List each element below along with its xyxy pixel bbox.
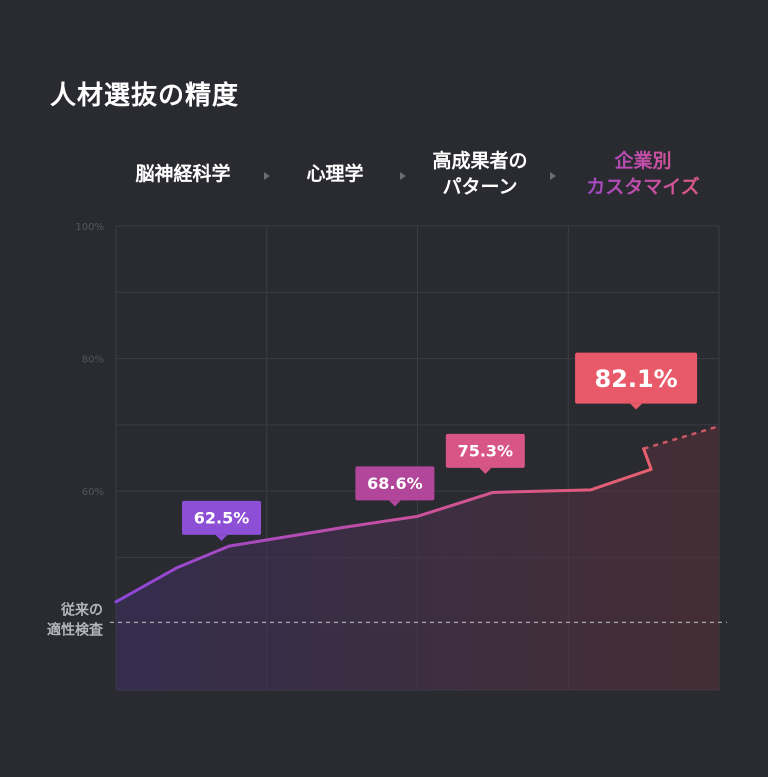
chevron-right-icon (264, 172, 270, 180)
chevron-right-icon (400, 172, 406, 180)
data-label: 75.3% (458, 442, 514, 461)
stage-label-line: 企業別 (553, 148, 733, 174)
data-label: 62.5% (194, 509, 250, 528)
reference-label: 従来の (60, 601, 103, 618)
callout-box (575, 352, 698, 404)
stage-label-line: カスタマイズ (553, 174, 733, 200)
chevron-right-icon (550, 172, 556, 180)
callout-75.3%: 75.3% (445, 433, 525, 474)
callout-box (355, 466, 435, 501)
callout-pointer (630, 403, 643, 410)
callout-box (445, 433, 525, 468)
stage-label-line: パターン (442, 176, 518, 198)
reference-label: 適性検査 (47, 621, 104, 638)
stage-2: 心理学 (245, 161, 425, 187)
data-label: 82.1% (594, 365, 677, 393)
stage-4: 企業別 カスタマイズ (553, 148, 733, 200)
callout-box (182, 500, 262, 535)
area-fill (116, 426, 719, 690)
stage-1: 脳神経科学 (93, 161, 273, 187)
stage-label-line: 心理学 (306, 163, 364, 185)
callout-82.1%: 82.1% (575, 352, 698, 410)
callout-68.6%: 68.6% (355, 466, 435, 507)
y-tick-label: 60% (82, 487, 104, 498)
series-line (114, 447, 653, 604)
data-label: 68.6% (367, 474, 423, 493)
y-tick-label: 100% (75, 222, 104, 233)
page-title: 人材選抜の精度 (50, 81, 240, 111)
projection-line (643, 424, 720, 450)
y-tick-label: 80% (82, 355, 104, 366)
callout-pointer (215, 534, 228, 541)
callout-62.5%: 62.5% (182, 500, 262, 541)
callout-pointer (388, 500, 401, 507)
stage-label-line: 高成果者の (432, 150, 528, 172)
stage-3: 高成果者の パターン (390, 148, 570, 200)
callout-pointer (479, 467, 492, 474)
stage-label-line: 脳神経科学 (135, 163, 231, 185)
